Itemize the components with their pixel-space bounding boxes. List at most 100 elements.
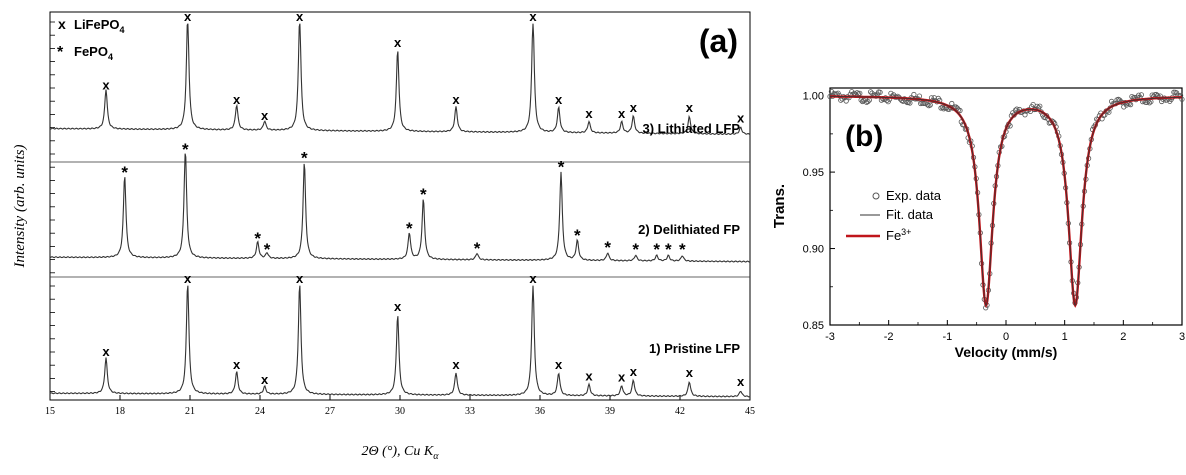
xrd-x-ticks: 15 18 21 24 27 30 33 36 39 42 45 <box>45 395 755 417</box>
xrd-y-axis-label: Intensity (arb. units) <box>12 145 28 269</box>
xrd-x-tick-label: 24 <box>255 406 265 417</box>
legend-fit-label: Fit. data <box>886 207 934 222</box>
mossbauer-y-axis-label: Trans. <box>771 184 788 228</box>
xrd-peak-marker: * <box>264 240 271 259</box>
xrd-peak-marker: * <box>558 157 565 176</box>
mossbauer-legend: Exp. data Fit. data Fe3+ <box>846 188 942 243</box>
xrd-x-tick-label: 30 <box>395 406 405 417</box>
mossbauer-y-tick-label: 0.85 <box>803 320 824 332</box>
mossbauer-y-tick-label: 1.00 <box>803 91 824 103</box>
xrd-peak-marker: * <box>406 219 413 238</box>
exp-data-point <box>877 89 883 95</box>
xrd-peak-marker: x <box>618 106 626 121</box>
exp-data-point <box>1138 92 1145 98</box>
xrd-peak-marker: x <box>452 92 460 107</box>
total-fit-line <box>829 96 1183 307</box>
exp-data-point <box>888 90 894 96</box>
exp-data-point <box>911 91 917 98</box>
xrd-legend-marker-star: * <box>57 44 64 61</box>
exp-data-point <box>949 100 955 107</box>
xrd-peak-marker: x <box>261 372 269 387</box>
xrd-peak-marker: x <box>102 77 110 92</box>
xrd-x-tick-label: 27 <box>325 406 335 417</box>
exp-data-point <box>953 104 959 110</box>
xrd-peak-marker: * <box>121 163 128 182</box>
xrd-peak-marker: * <box>254 229 261 248</box>
xrd-x-tick-label: 21 <box>185 406 195 417</box>
exp-data-point <box>1014 106 1020 112</box>
exp-data-point <box>1179 96 1185 102</box>
xrd-peak-marker: x <box>555 357 563 372</box>
xrd-x-tick-label: 18 <box>115 406 125 417</box>
xrd-x-tick-label: 39 <box>605 406 615 417</box>
xrd-peak-marker: x <box>585 106 593 121</box>
xrd-peak-marker: x <box>585 368 593 383</box>
xrd-x-tick-label: 15 <box>45 406 55 417</box>
xrd-legend-label-lifepo4: LiFePO4 <box>74 17 125 35</box>
exp-data-point <box>1128 102 1134 108</box>
xrd-peak-marker: * <box>474 239 481 258</box>
mossbauer-data <box>827 88 1185 311</box>
xrd-peak-marker: x <box>737 374 745 389</box>
exp-data-point <box>927 102 933 108</box>
legend-exp-marker <box>872 192 880 200</box>
xrd-y-ticks <box>50 21 55 393</box>
legend-fe3-label: Fe3+ <box>886 227 911 243</box>
xrd-peak-marker: x <box>296 9 304 24</box>
xrd-peak-marker: x <box>233 92 241 107</box>
mossbauer-x-tick-label: 2 <box>1120 331 1126 343</box>
xrd-peak-marker: x <box>394 35 402 50</box>
xrd-peak-marker: * <box>604 238 611 257</box>
exp-data-point <box>1174 90 1180 96</box>
exp-data-point <box>1148 99 1154 105</box>
exp-data-point <box>865 98 871 105</box>
mossbauer-panel-label: (b) <box>845 120 883 153</box>
xrd-series-label-delithiated: 2) Delithiated FP <box>638 222 740 237</box>
xrd-plot-frame <box>49 11 751 401</box>
exp-data-point <box>1037 103 1043 109</box>
exp-data-point <box>849 89 855 95</box>
mossbauer-x-tick-label: 1 <box>1062 331 1068 343</box>
xrd-peak-marker: * <box>653 240 660 259</box>
xrd-x-tick-label: 36 <box>535 406 545 417</box>
xrd-peak-marker: x <box>394 299 402 314</box>
xrd-panel-label: (a) <box>699 23 738 59</box>
xrd-peak-marker: x <box>184 271 192 286</box>
xrd-traces <box>49 23 751 398</box>
xrd-peak-marker: x <box>630 364 638 379</box>
xrd-legend: x LiFePO4 * FePO4 <box>57 16 125 62</box>
xrd-peak-marker: * <box>301 149 308 168</box>
mossbauer-x-tick-label: -3 <box>825 331 835 343</box>
xrd-peak-marker: * <box>182 140 189 159</box>
mossbauer-x-tick-label: -2 <box>884 331 894 343</box>
xrd-peak-marker: * <box>679 240 686 259</box>
xrd-peak-marker: * <box>574 226 581 245</box>
xrd-x-axis-label: 2Θ (°), Cu Kα <box>362 444 440 462</box>
xrd-peak-marker: x <box>618 370 626 385</box>
xrd-peak-marker: x <box>555 92 563 107</box>
xrd-trace-delithiated <box>49 153 751 263</box>
exp-data-point <box>924 102 931 108</box>
exp-data-point <box>838 97 844 103</box>
xrd-x-tick-label: 45 <box>745 406 755 417</box>
xrd-peak-marker: x <box>296 271 304 286</box>
xrd-x-tick-label: 33 <box>465 406 475 417</box>
mossbauer-panel: -3 -2 -1 0 1 2 3 0.85 0.90 0.95 1.00 (b) Exp. data… <box>771 87 1185 360</box>
xrd-legend-label-fepo4: FePO4 <box>74 44 113 62</box>
xrd-peak-marker: x <box>529 271 537 286</box>
legend-exp-label: Exp. data <box>886 188 942 203</box>
xrd-peak-marker: x <box>452 357 460 372</box>
xrd-peak-marker: x <box>630 100 638 115</box>
mossbauer-x-tick-label: 0 <box>1003 331 1009 343</box>
xrd-peak-marker: x <box>686 100 694 115</box>
xrd-peak-marker: x <box>184 9 192 24</box>
xrd-peak-marker: * <box>665 240 672 259</box>
mossbauer-y-tick-label: 0.90 <box>803 244 824 256</box>
xrd-peak-marker: x <box>686 365 694 380</box>
exp-data-point <box>1146 100 1153 106</box>
xrd-peak-marker: * <box>632 240 639 259</box>
xrd-series-label-lithiated: 3) Lithiated LFP <box>643 121 741 136</box>
